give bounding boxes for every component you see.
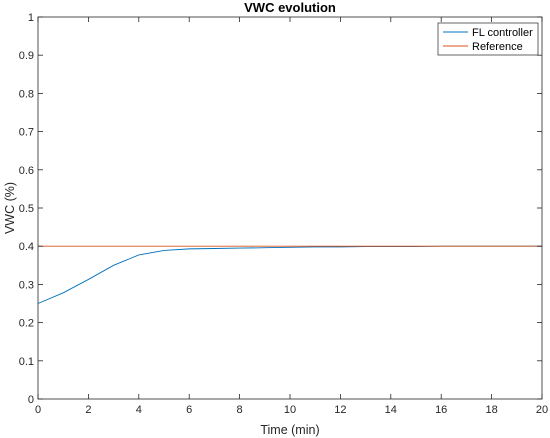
legend-label-reference: Reference bbox=[472, 41, 523, 53]
x-tick-label: 14 bbox=[385, 404, 397, 416]
y-tick-label: 0.7 bbox=[19, 127, 34, 139]
y-tick-label: 1 bbox=[28, 12, 34, 24]
series-layer bbox=[37, 245, 542, 304]
x-tick-label: 20 bbox=[536, 404, 548, 416]
x-tick-label: 18 bbox=[485, 404, 497, 416]
y-tick-label: 0.6 bbox=[19, 165, 34, 177]
y-tick-label: 0.4 bbox=[19, 241, 34, 253]
y-tick-label: 0.9 bbox=[19, 50, 34, 62]
y-tick-label: 0.3 bbox=[19, 279, 34, 291]
x-tick-label: 6 bbox=[186, 404, 192, 416]
y-tick-label: 0.1 bbox=[19, 356, 34, 368]
plot-area bbox=[38, 17, 542, 399]
y-axis-title: VWC (%) bbox=[3, 182, 17, 234]
legend-box bbox=[437, 22, 539, 56]
y-tick-label: 0.8 bbox=[19, 88, 34, 100]
x-tick-label: 4 bbox=[136, 404, 142, 416]
x-axis-title: Time (min) bbox=[260, 423, 319, 437]
chart-title: VWC evolution bbox=[244, 0, 336, 15]
y-tick-label: 0 bbox=[28, 394, 34, 406]
x-tick-label: 2 bbox=[85, 404, 91, 416]
y-tick-label: 0.2 bbox=[19, 318, 34, 330]
y-tick-label: 0.5 bbox=[19, 203, 34, 215]
legend: FL controller Reference bbox=[437, 22, 539, 56]
x-tick-label: 10 bbox=[284, 404, 296, 416]
x-tick-label: 8 bbox=[237, 404, 243, 416]
x-tick-label: 0 bbox=[35, 404, 41, 416]
x-tick-label: 12 bbox=[334, 404, 346, 416]
legend-label-fl-controller: FL controller bbox=[472, 27, 533, 39]
x-tick-label: 16 bbox=[435, 404, 447, 416]
ticks-layer: 0 2 4 6 8 10 12 14 16 18 20 0 0.1 0.2 0.3 0.4 0.5 0.6 0.7 0… bbox=[19, 12, 548, 416]
